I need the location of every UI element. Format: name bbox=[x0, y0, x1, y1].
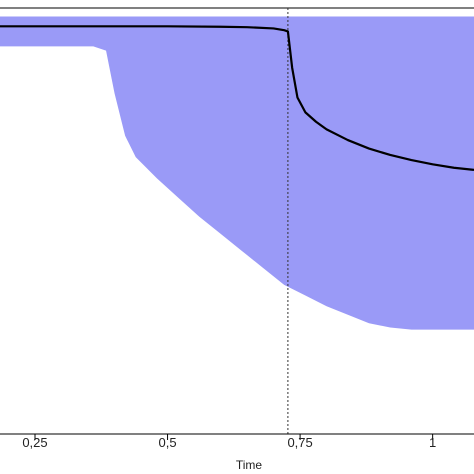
x-tick-label-3: 1 bbox=[429, 435, 436, 450]
x-tick-label-1: 0,5 bbox=[159, 435, 177, 450]
plot-area: 0,25 0,5 0,75 1 bbox=[0, 7, 474, 450]
x-tick-label-0: 0,25 bbox=[22, 435, 47, 450]
series-line-0 bbox=[0, 25, 474, 171]
x-tick-label-2: 0,75 bbox=[287, 435, 312, 450]
x-axis-title: Time bbox=[236, 458, 263, 472]
confidence-band bbox=[0, 16, 474, 330]
